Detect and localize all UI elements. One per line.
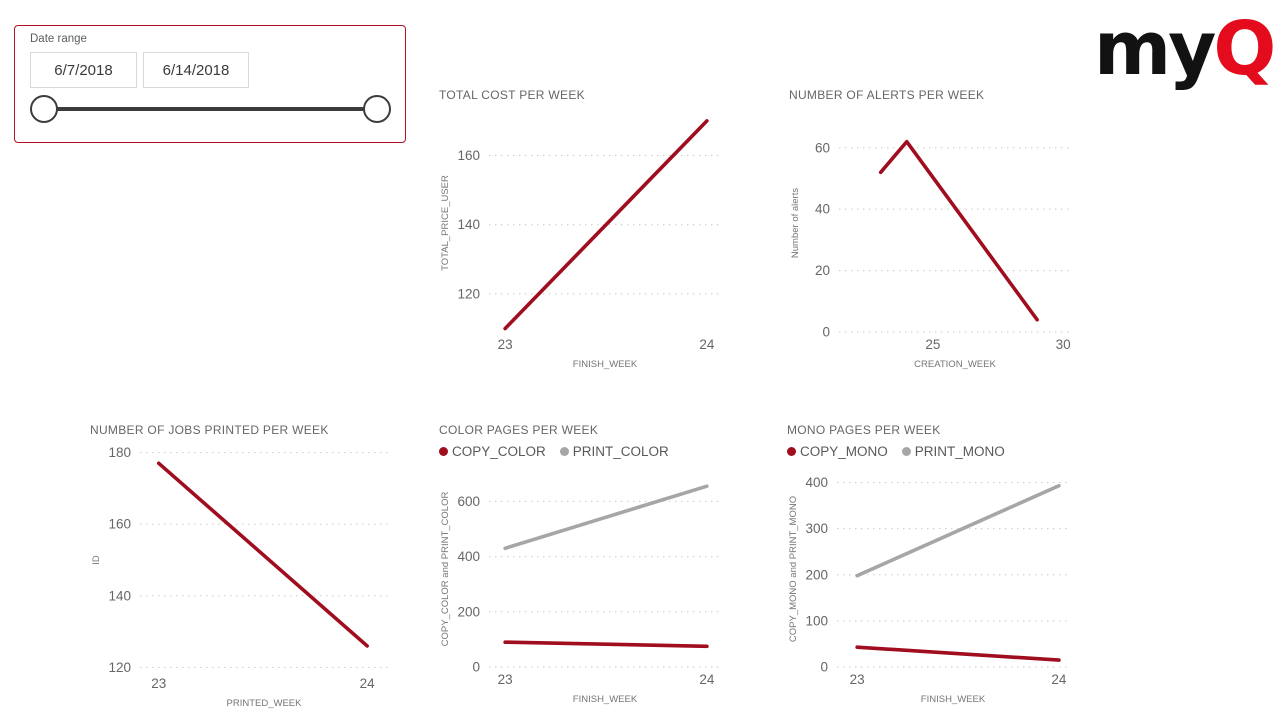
- x-axis-title: CREATION_WEEK: [914, 359, 996, 370]
- legend-label: PRINT_MONO: [914, 443, 1005, 459]
- legend-item-PRINT_MONO[interactable]: PRINT_MONO: [901, 443, 1005, 459]
- y-tick-label: 120: [108, 660, 131, 675]
- series-line-TOTAL_PRICE_USER: [503, 119, 709, 331]
- myq-logo: myQ: [1094, 12, 1276, 86]
- chart-total-cost-per-week: TOTAL COST PER WEEK 120 140 160 23 24 FINISH_…: [437, 85, 733, 375]
- y-tick-label: 140: [108, 588, 131, 603]
- legend-label: COPY_COLOR: [452, 443, 546, 459]
- x-axis-title: FINISH_WEEK: [573, 694, 638, 705]
- x-axis-title: FINISH_WEEK: [921, 694, 986, 705]
- chart-title: NUMBER OF JOBS PRINTED PER WEEK: [90, 423, 329, 437]
- slider-handle-end[interactable]: [363, 95, 391, 123]
- y-axis-title: Number of alerts: [790, 188, 801, 258]
- series-line-ID: [156, 461, 369, 648]
- chart-mono-pages-per-week: MONO PAGES PER WEEK COPY_MONO PRINT_MONO …: [785, 420, 1081, 716]
- chart-number-of-jobs-printed-per-week: NUMBER OF JOBS PRINTED PER WEEK 120 140 16…: [88, 420, 400, 716]
- x-tick-label: 25: [925, 337, 940, 352]
- chart-title: COLOR PAGES PER WEEK: [439, 423, 599, 437]
- line-plot: 0 200 400 600 23 24 FINISH_WEEK COPY_COLOR and …: [440, 484, 721, 705]
- line-plot: 0 100 200 300 400 23 24 FINISH_WEEK COPY_MONO an…: [788, 475, 1069, 705]
- x-tick-label: 23: [850, 672, 865, 687]
- x-tick-label: 24: [699, 337, 715, 352]
- chart-title: TOTAL COST PER WEEK: [439, 88, 585, 102]
- y-axis-title: ID: [91, 555, 102, 565]
- line-plot: 120 140 160 180 23 24 PRINTED_WEEK ID: [91, 445, 388, 709]
- date-range-slicer: Date range: [14, 25, 406, 143]
- legend-dot-icon: [787, 446, 796, 456]
- y-tick-label: 0: [820, 660, 828, 675]
- x-axis-title: PRINTED_WEEK: [227, 698, 303, 709]
- y-tick-label: 400: [457, 549, 480, 564]
- y-axis-title: TOTAL_PRICE_USER: [440, 175, 451, 271]
- chart-legend: COPY_MONO PRINT_MONO: [787, 441, 1081, 461]
- y-axis-title: COPY_COLOR and PRINT_COLOR: [440, 492, 451, 647]
- legend-dot-icon: [559, 446, 569, 456]
- legend-item-COPY_MONO[interactable]: COPY_MONO: [787, 444, 888, 459]
- y-tick-label: 100: [805, 613, 828, 628]
- y-tick-label: 20: [815, 263, 830, 278]
- series-line-PRINT_COLOR: [503, 484, 709, 551]
- y-tick-label: 120: [457, 286, 480, 301]
- x-tick-label: 24: [699, 672, 715, 687]
- legend-label: COPY_MONO: [800, 443, 888, 459]
- y-tick-label: 600: [457, 494, 480, 509]
- logo-text-my: my: [1094, 6, 1216, 92]
- chart-title: MONO PAGES PER WEEK: [787, 423, 941, 437]
- y-tick-label: 400: [805, 475, 828, 490]
- line-plot: 120 140 160 23 24 FINISH_WEEK TOTAL_PRICE_USER: [440, 119, 721, 370]
- x-axis-title: FINISH_WEEK: [573, 359, 638, 370]
- y-tick-label: 300: [805, 521, 828, 536]
- start-date-input[interactable]: [30, 52, 137, 88]
- legend-dot-icon: [439, 446, 448, 456]
- y-tick-label: 140: [457, 217, 480, 232]
- legend-dot-icon: [901, 446, 911, 456]
- x-tick-label: 24: [360, 676, 376, 691]
- y-tick-label: 200: [805, 567, 828, 582]
- x-tick-label: 23: [498, 337, 513, 352]
- chart-number-of-alerts-per-week: NUMBER OF ALERTS PER WEEK 0 20 40 60 25 30 CRE…: [787, 85, 1083, 375]
- slicer-title: Date range: [30, 33, 87, 45]
- chart-color-pages-per-week: COLOR PAGES PER WEEK COPY_COLOR PRINT_COL…: [437, 420, 733, 716]
- y-tick-label: 60: [815, 140, 830, 155]
- end-date-input[interactable]: [143, 52, 249, 88]
- chart-title: NUMBER OF ALERTS PER WEEK: [789, 88, 985, 102]
- series-line-PRINT_MONO: [855, 483, 1061, 578]
- y-tick-label: 180: [108, 445, 131, 460]
- y-tick-label: 40: [815, 202, 830, 217]
- legend-label: PRINT_COLOR: [572, 443, 669, 459]
- y-tick-label: 0: [822, 325, 830, 340]
- line-plot: 0 20 40 60 25 30 CREATION_WEEK Number of alerts: [790, 139, 1071, 370]
- legend-item-PRINT_COLOR[interactable]: PRINT_COLOR: [559, 443, 669, 459]
- slider-handle-start[interactable]: [30, 95, 58, 123]
- chart-legend: COPY_COLOR PRINT_COLOR: [439, 441, 733, 461]
- x-tick-label: 23: [498, 672, 513, 687]
- x-tick-label: 30: [1056, 337, 1071, 352]
- series-line-Number of alerts: [878, 139, 1039, 322]
- y-axis-title: COPY_MONO and PRINT_MONO: [788, 496, 799, 642]
- y-tick-label: 0: [472, 660, 480, 675]
- y-tick-label: 160: [457, 148, 480, 163]
- logo-text-q: Q: [1213, 6, 1276, 92]
- y-tick-label: 200: [457, 604, 480, 619]
- series-line-COPY_COLOR: [503, 640, 709, 649]
- y-tick-label: 160: [108, 517, 131, 532]
- x-tick-label: 23: [151, 676, 166, 691]
- slider-track[interactable]: [44, 107, 377, 111]
- series-line-COPY_MONO: [855, 645, 1061, 662]
- x-tick-label: 24: [1051, 672, 1067, 687]
- legend-item-COPY_COLOR[interactable]: COPY_COLOR: [439, 444, 546, 459]
